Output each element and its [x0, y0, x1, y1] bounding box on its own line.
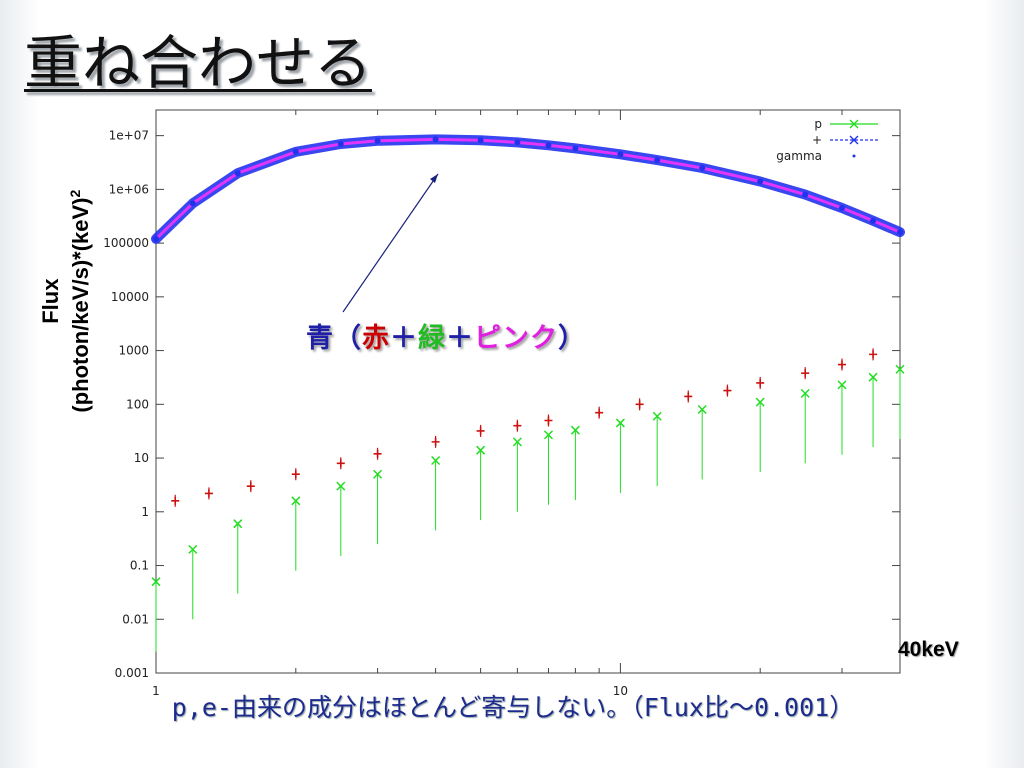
legend-label: + — [812, 133, 822, 147]
x-tick-label: 10 — [613, 684, 628, 698]
e-point — [684, 392, 693, 401]
slide-title: 重ね合わせる — [24, 29, 373, 97]
p-point — [373, 469, 383, 479]
y-tick-label: 0.001 — [115, 666, 149, 680]
p-point — [512, 437, 522, 447]
annotation-green: 緑 — [418, 323, 446, 354]
annotation-plus-2: ＋ — [446, 323, 474, 354]
y-tick-label: 10 — [134, 451, 149, 465]
gamma-point — [514, 139, 521, 146]
p-point — [188, 544, 198, 554]
legend-label: gamma — [776, 149, 822, 163]
x-tick-label: 1 — [152, 684, 160, 698]
annotation-pink: ピンク — [474, 323, 558, 354]
gamma-point — [153, 235, 159, 242]
p-point — [895, 364, 905, 374]
p-point — [800, 388, 810, 398]
e-point — [336, 459, 345, 468]
e-point — [246, 482, 255, 491]
gamma-point — [617, 151, 624, 158]
gamma-point — [477, 137, 484, 144]
y-axis-label-exponent: 2 — [66, 189, 83, 198]
e-point — [756, 378, 765, 387]
p-point — [615, 418, 625, 428]
p-point — [431, 455, 441, 466]
series-e — [171, 348, 878, 507]
y-axis-label-line2: (photon/keV/s)*(keV)2 — [63, 141, 93, 461]
annotation-red: 赤 — [362, 323, 390, 354]
gamma-point — [802, 191, 809, 198]
legend-label: p — [814, 117, 822, 131]
y-axis-label-units: (photon/keV/s)*(keV) — [68, 197, 94, 413]
plot-area — [155, 109, 901, 674]
annotation-close-paren: ） — [558, 323, 586, 354]
annotation-arrowhead — [430, 174, 438, 183]
e-point — [837, 360, 846, 369]
slide-caption: p,e-由来の成分はほとんど寄与しない。（Flux比～0.001） — [171, 693, 855, 722]
gamma-point — [572, 145, 579, 152]
e-point — [431, 437, 440, 446]
e-point — [291, 470, 300, 479]
energy-label: 40keV — [898, 638, 959, 661]
p-point — [336, 481, 346, 491]
legend-swatch-dot — [852, 154, 856, 158]
e-point — [544, 416, 553, 425]
p-point — [868, 372, 878, 382]
y-tick-label: 1e+07 — [109, 129, 149, 143]
gamma-point — [870, 217, 877, 224]
gamma-point — [699, 164, 706, 171]
y-axis-label-line1: Flux — [37, 278, 63, 324]
p-point — [476, 445, 486, 455]
p-point — [233, 519, 243, 529]
p-point — [570, 425, 580, 435]
e-point — [171, 496, 180, 505]
gamma-point — [432, 136, 439, 143]
y-tick-label: 0.01 — [122, 612, 149, 626]
gamma-point — [292, 148, 299, 155]
gamma-point — [545, 142, 552, 149]
e-point — [373, 449, 382, 458]
y-tick-label: 1 — [141, 505, 149, 519]
series-gamma — [151, 134, 905, 244]
p-point — [697, 404, 707, 415]
e-point — [723, 386, 732, 395]
y-tick-label: 100000 — [103, 236, 149, 250]
y-tick-label: 1e+06 — [109, 182, 149, 196]
p-point — [652, 411, 662, 421]
y-axis-label: Flux (photon/keV/s)*(keV)2 — [37, 141, 93, 461]
y-tick-label: 100 — [126, 397, 149, 411]
gamma-point — [757, 178, 764, 185]
p-point — [755, 397, 765, 407]
y-tick-label: 0.1 — [130, 559, 149, 573]
gamma-point — [189, 200, 196, 207]
gamma-point — [374, 137, 381, 144]
gamma-point — [897, 229, 903, 236]
annotation-arrow — [342, 173, 439, 313]
gamma-point — [838, 205, 845, 212]
gamma-point — [234, 170, 241, 177]
annotation-blue: 青 — [306, 323, 334, 354]
legend-swatch-marker — [849, 135, 859, 145]
annotation-open-paren: （ — [334, 323, 362, 354]
e-point — [204, 489, 213, 498]
p-point — [543, 430, 553, 440]
e-point — [801, 369, 810, 378]
p-point — [837, 380, 847, 390]
color-annotation: 青（赤＋緑＋ピンク） — [306, 316, 586, 355]
y-tick-label: 1000 — [118, 344, 149, 358]
p-point — [291, 496, 301, 506]
e-point — [595, 408, 604, 417]
e-point — [635, 400, 644, 409]
y-tick-label: 10000 — [111, 290, 149, 304]
annotation-plus-1: ＋ — [390, 323, 418, 354]
e-point — [476, 426, 485, 435]
gamma-point — [654, 157, 661, 164]
series-p — [151, 364, 905, 652]
p-point — [151, 577, 161, 587]
e-point — [513, 421, 522, 430]
e-point — [869, 350, 878, 359]
gamma-point — [337, 140, 344, 147]
legend-swatch-marker — [849, 119, 859, 129]
